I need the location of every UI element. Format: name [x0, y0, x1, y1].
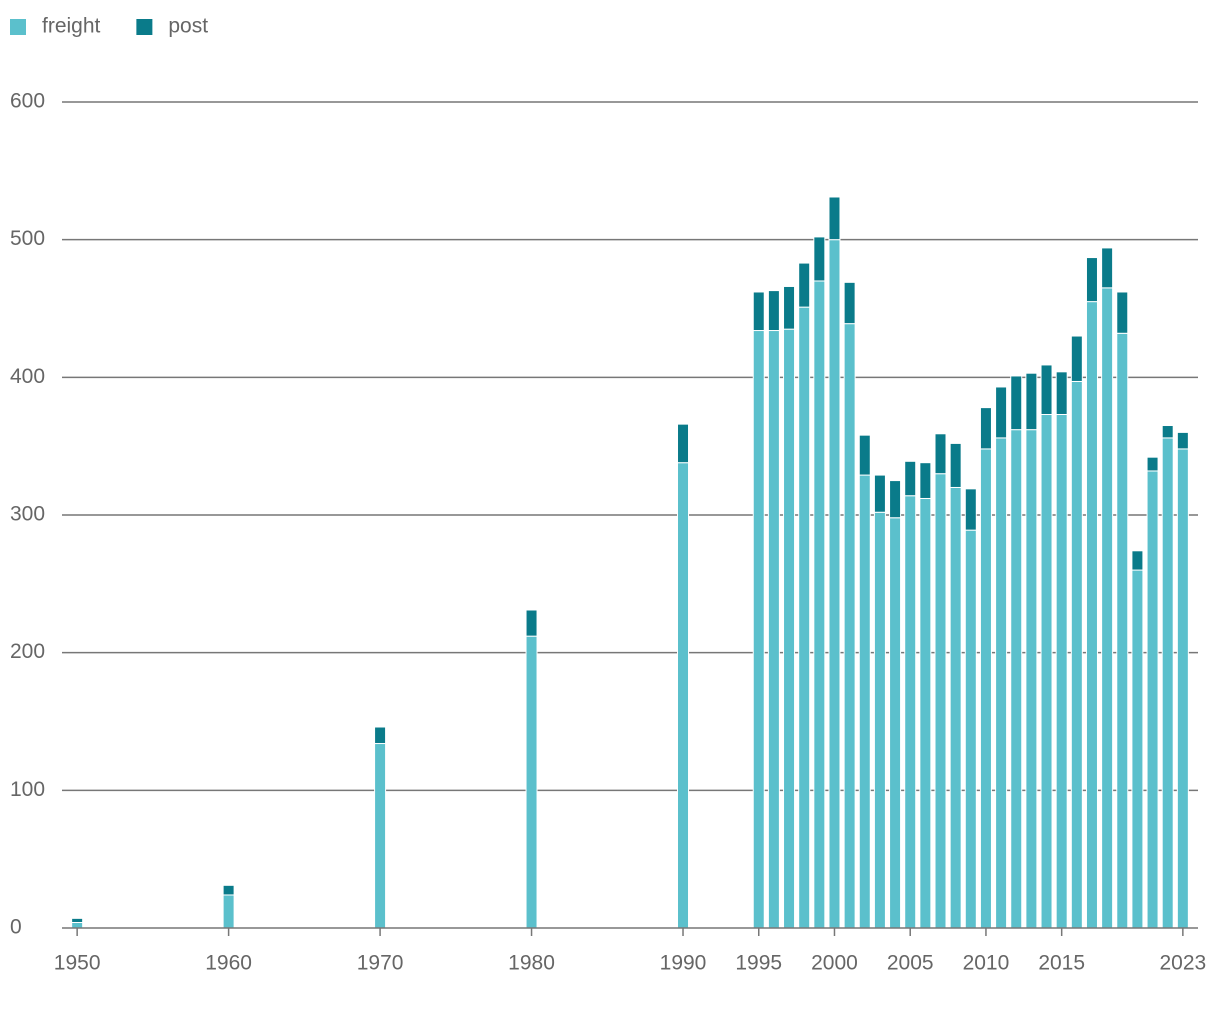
bar-segment: [677, 423, 690, 464]
bar-segment: [525, 635, 538, 929]
bar-segment: [813, 236, 826, 282]
bar-segment: [995, 437, 1008, 929]
bar-segment: [783, 285, 796, 330]
bar-segment: [964, 529, 977, 929]
legend-swatch: [136, 19, 153, 35]
x-tick-label: 2015: [1038, 952, 1085, 975]
bar-segment: [1040, 414, 1053, 929]
y-tick-label: 500: [10, 227, 45, 250]
bar-segment: [1146, 456, 1159, 472]
bar-segment: [813, 280, 826, 929]
bar-segment: [979, 407, 992, 450]
bar-segment: [949, 486, 962, 929]
bar-segment: [889, 480, 902, 519]
bar-segment: [1025, 372, 1038, 431]
x-tick-label: 1990: [660, 952, 707, 975]
bar-segment: [1176, 448, 1189, 929]
bar-segment: [374, 743, 387, 929]
y-tick-label: 100: [10, 778, 45, 801]
bar-segment: [798, 306, 811, 929]
bar-segment: [1176, 431, 1189, 450]
x-tick-label: 2005: [887, 952, 934, 975]
bar-segment: [222, 884, 235, 896]
bar-segment: [783, 328, 796, 929]
x-tick-label: 1970: [357, 952, 404, 975]
legend-label: post: [168, 15, 208, 38]
bar-segment: [934, 433, 947, 475]
bar-segment: [1085, 257, 1098, 303]
bar-segment: [949, 442, 962, 488]
bar-segment: [71, 921, 84, 929]
bar-segment: [843, 281, 856, 325]
bar-segment: [767, 330, 780, 929]
y-tick-label: 200: [10, 640, 45, 663]
bar-segment: [525, 609, 538, 637]
bar-segment: [1101, 287, 1114, 929]
bar-segment: [889, 517, 902, 929]
bar-segment: [828, 196, 841, 241]
bar-segment: [752, 330, 765, 929]
bar-segment: [1161, 425, 1174, 439]
bar-segment: [964, 488, 977, 531]
bar-segment: [1010, 375, 1023, 431]
y-tick-label: 300: [10, 503, 45, 526]
bar-segment: [1131, 550, 1144, 571]
bar-segment: [1055, 414, 1068, 929]
bar-segment: [1161, 437, 1174, 929]
bar-segment: [374, 726, 387, 745]
y-tick-label: 400: [10, 365, 45, 388]
bar-segment: [919, 497, 932, 929]
bar-segment: [934, 473, 947, 929]
bar-segment: [858, 474, 871, 929]
bar-segment: [1101, 247, 1114, 289]
x-tick-label: 1980: [508, 952, 555, 975]
x-tick-label: 1960: [205, 952, 252, 975]
legend-label: freight: [42, 15, 101, 38]
bar-segment: [828, 239, 841, 929]
bar-segment: [858, 434, 871, 476]
bar-segment: [1085, 301, 1098, 929]
x-tick-label: 1950: [54, 952, 101, 975]
bar-segment: [1040, 364, 1053, 416]
y-tick-label: 600: [10, 90, 45, 113]
bar-segment: [873, 474, 886, 513]
bar-segment: [752, 291, 765, 332]
legend-swatch: [10, 19, 26, 35]
bar-segment: [798, 262, 811, 308]
bar-segment: [222, 894, 235, 929]
bar-segment: [1025, 429, 1038, 929]
x-tick-label: 2023: [1159, 952, 1206, 975]
bar-segment: [904, 460, 917, 497]
y-tick-label: 0: [10, 916, 22, 939]
bar-segment: [71, 917, 84, 923]
bar-segment: [1116, 291, 1129, 334]
bar-segment: [873, 511, 886, 929]
bar-segment: [767, 290, 780, 332]
x-tick-label: 2010: [963, 952, 1010, 975]
bar-segment: [1070, 380, 1083, 929]
bar-segment: [1116, 332, 1129, 929]
bar-segment: [979, 448, 992, 929]
bar-segment: [904, 495, 917, 929]
bar-segment: [1055, 371, 1068, 416]
bar-segment: [995, 386, 1008, 439]
bar-segment: [1146, 470, 1159, 929]
x-tick-label: 2000: [811, 952, 858, 975]
bar-segment: [1070, 335, 1083, 382]
bar-segment: [677, 462, 690, 929]
x-tick-label: 1995: [735, 952, 782, 975]
bar-segment: [919, 462, 932, 499]
bar-segment: [843, 323, 856, 929]
bar-segment: [1010, 429, 1023, 929]
bar-segment: [1131, 569, 1144, 929]
